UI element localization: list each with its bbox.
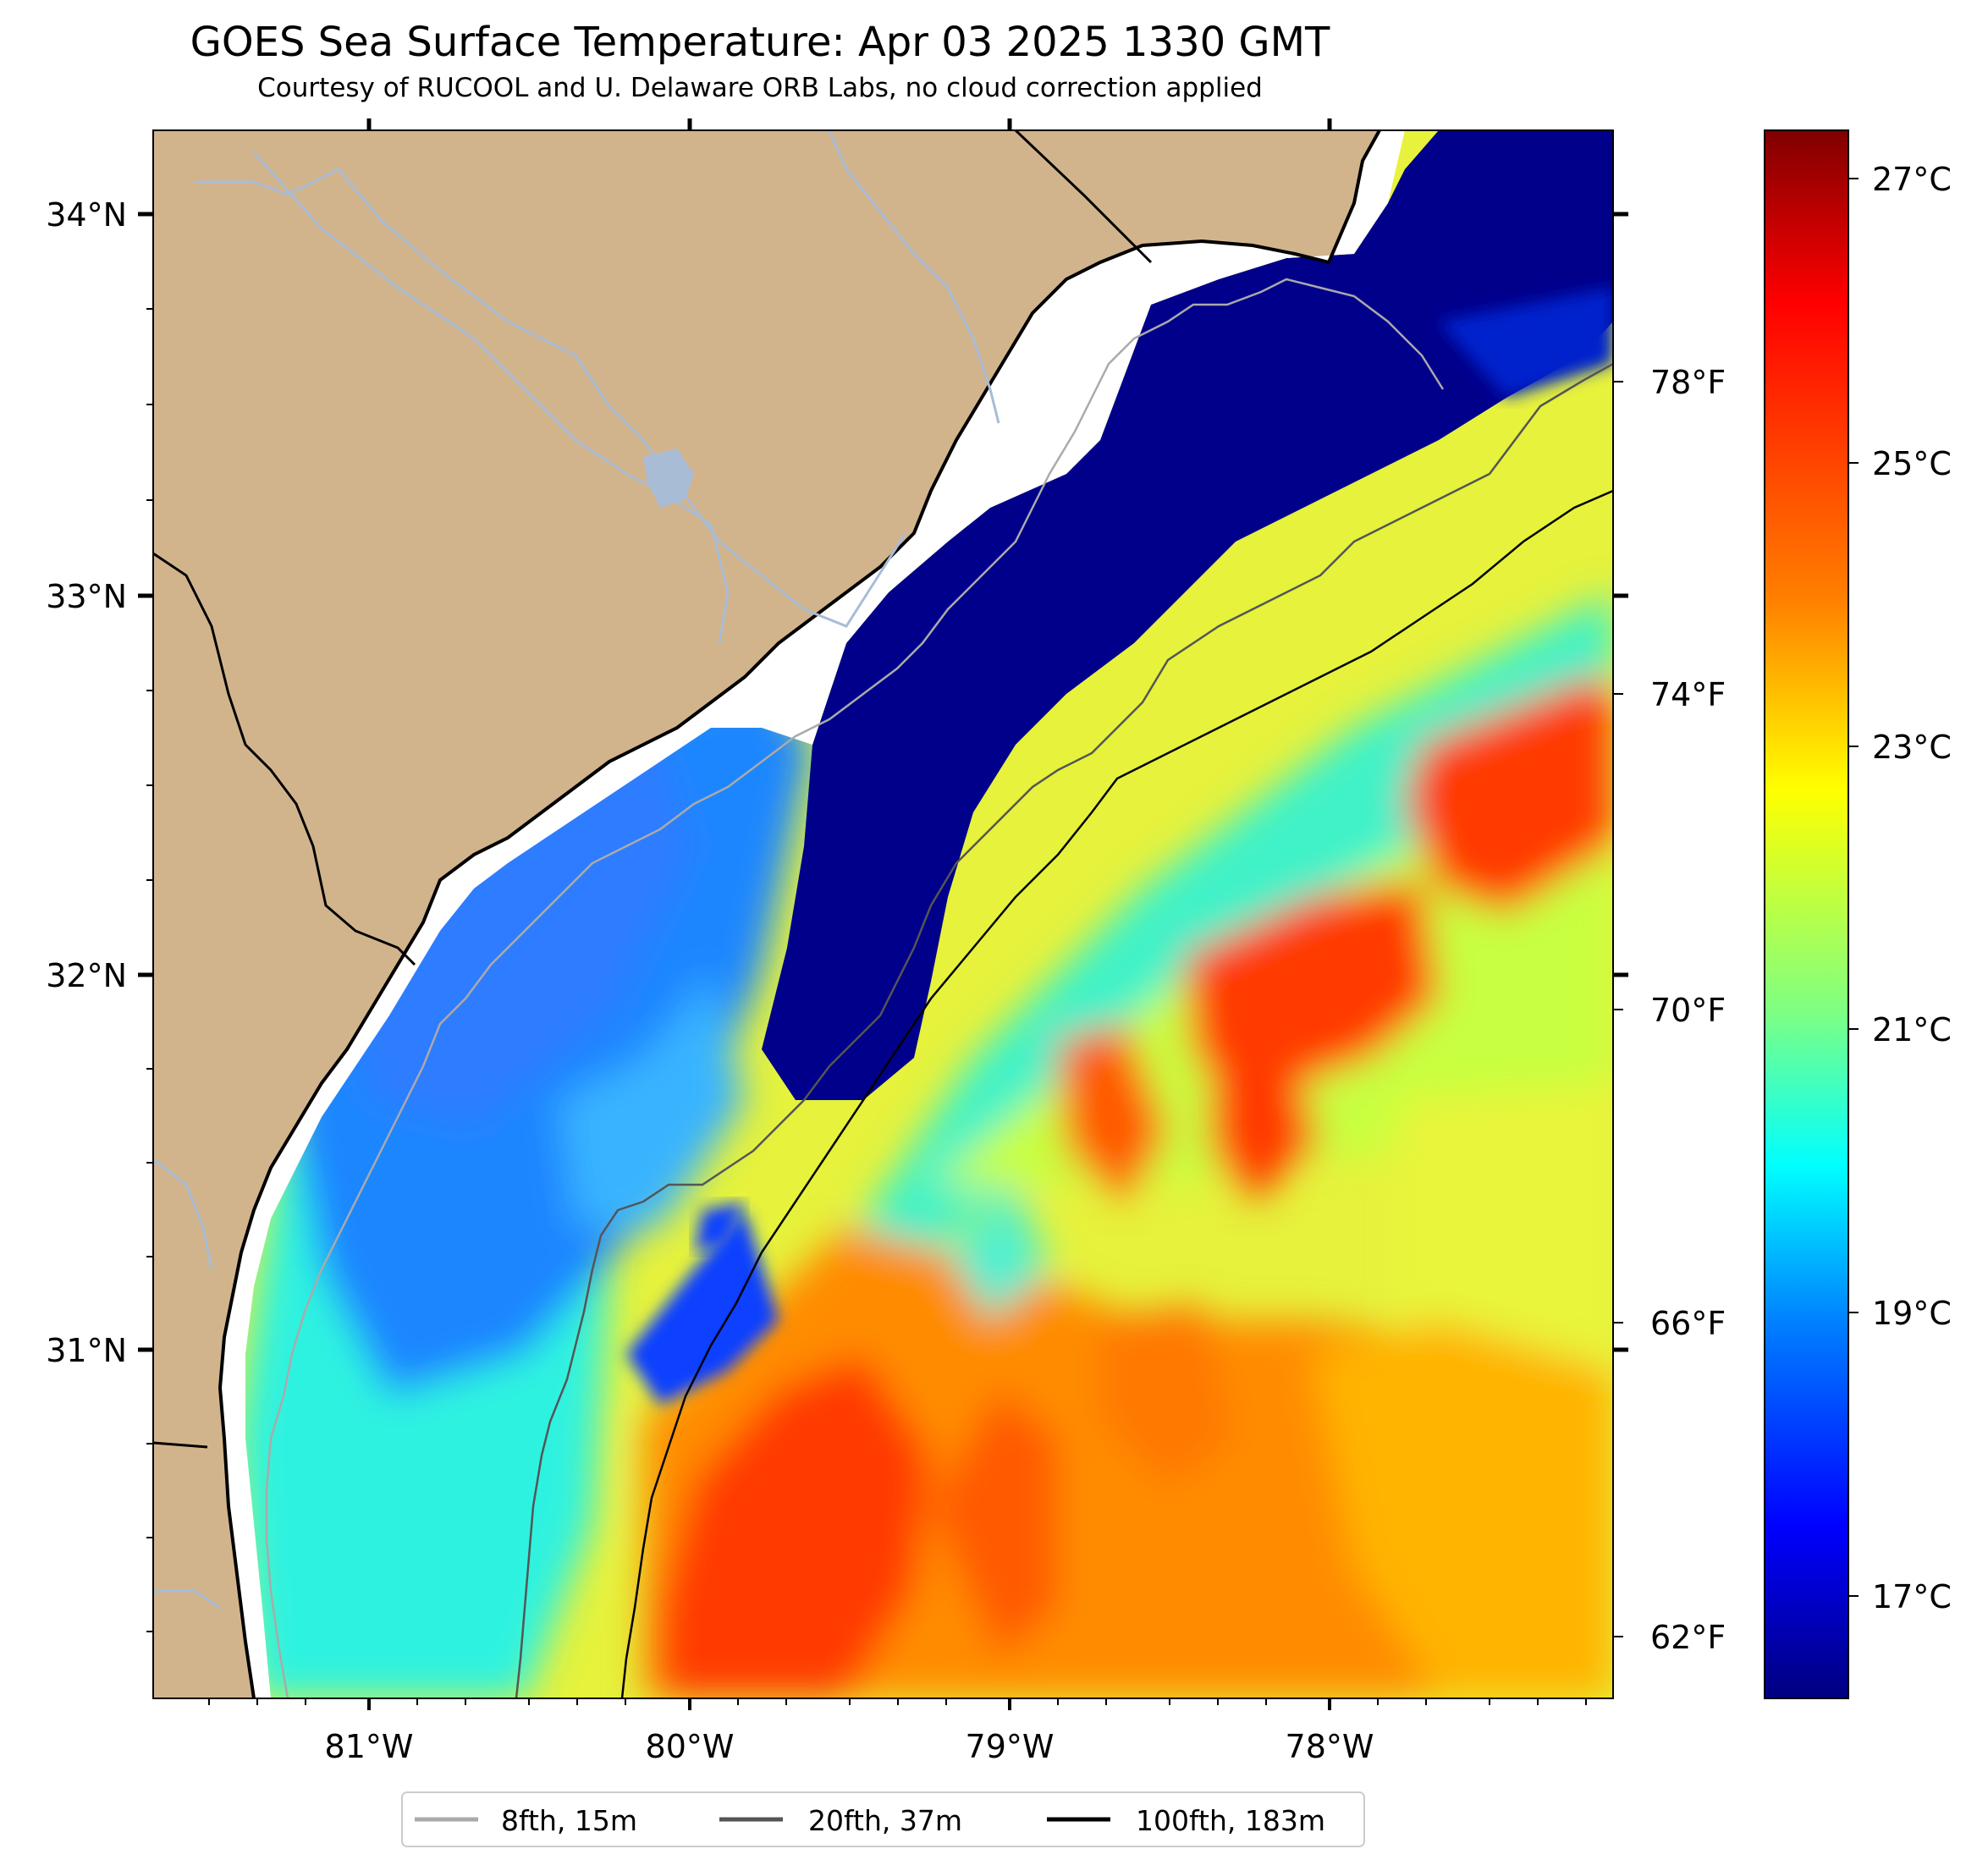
sst-field (237, 592, 1613, 1698)
fahrenheit-ticks (1613, 381, 1623, 1637)
c-label-27: 27°C (1872, 161, 1952, 198)
lon-label-80: 80°W (646, 1728, 735, 1765)
f-label-70: 70°F (1650, 992, 1726, 1029)
f-label-74: 74°F (1650, 676, 1726, 713)
coastline (218, 130, 1381, 1698)
isobath-legend: 8fth, 15m 20fth, 37m 100fth, 183m (401, 1791, 1365, 1847)
f-label-78: 78°F (1650, 364, 1726, 401)
lon-ticks (208, 118, 1587, 1710)
lon-label-78: 78°W (1286, 1728, 1374, 1765)
f-label-66: 66°F (1650, 1305, 1726, 1342)
lat-label-31: 31°N (46, 1332, 127, 1369)
lon-label-81: 81°W (325, 1728, 414, 1765)
lon-label-79: 79°W (966, 1728, 1055, 1765)
land (153, 130, 1379, 1698)
map-title: GOES Sea Surface Temperature: Apr 03 202… (190, 19, 1330, 66)
c-label-21: 21°C (1872, 1011, 1952, 1048)
lat-ticks (138, 212, 1628, 1632)
c-label-19: 19°C (1872, 1295, 1952, 1332)
isobath-8fth (265, 278, 1445, 1698)
cold-water-mass (762, 130, 1613, 1100)
state-border (153, 552, 416, 966)
map-frame (152, 129, 1614, 1699)
legend-label-20fth: 20fth, 37m (808, 1804, 962, 1837)
f-label-62: 62°F (1650, 1619, 1726, 1656)
lat-label-33: 33°N (46, 578, 127, 615)
colorbar: 27°C 25°C 23°C 21°C 19°C 17°C (1764, 129, 1952, 1699)
isobath-100fth (620, 489, 1613, 1698)
lat-label-34: 34°N (46, 196, 127, 234)
map-subtitle: Courtesy of RUCOOL and U. Delaware ORB L… (257, 73, 1263, 103)
rivers (153, 130, 1000, 1610)
lat-label-32: 32°N (46, 957, 127, 994)
legend-label-8fth: 8fth, 15m (501, 1804, 637, 1837)
c-label-17: 17°C (1872, 1578, 1952, 1615)
c-label-25: 25°C (1872, 445, 1952, 482)
legend-label-100fth: 100fth, 183m (1136, 1804, 1325, 1837)
isobath-20fth (515, 362, 1613, 1698)
map-area (153, 130, 1613, 1698)
c-label-23: 23°C (1872, 729, 1952, 766)
